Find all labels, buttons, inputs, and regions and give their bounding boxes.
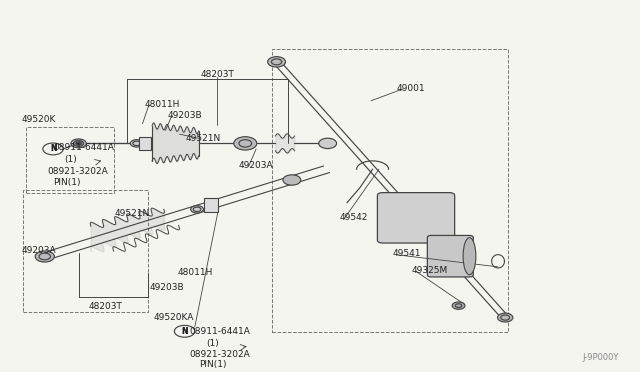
FancyBboxPatch shape <box>378 193 454 243</box>
Circle shape <box>191 206 204 213</box>
Circle shape <box>35 251 54 262</box>
Text: N: N <box>181 327 188 336</box>
Text: N: N <box>50 144 56 153</box>
Text: 08921-3202A: 08921-3202A <box>47 167 108 176</box>
Circle shape <box>497 313 513 322</box>
Ellipse shape <box>463 238 476 275</box>
Text: 49520K: 49520K <box>22 115 56 124</box>
Text: 48011H: 48011H <box>145 100 180 109</box>
Text: 49542: 49542 <box>339 213 367 222</box>
Text: N: N <box>50 144 56 153</box>
Text: 49520KA: 49520KA <box>154 313 195 322</box>
Text: 49521N: 49521N <box>115 209 150 218</box>
Circle shape <box>283 175 301 185</box>
Text: 49203A: 49203A <box>238 161 273 170</box>
Text: 48203T: 48203T <box>89 302 123 311</box>
Circle shape <box>76 142 81 145</box>
Circle shape <box>319 138 337 148</box>
Text: PIN(1): PIN(1) <box>198 360 226 369</box>
Circle shape <box>131 140 143 147</box>
Text: J-9P000Y: J-9P000Y <box>582 353 619 362</box>
Circle shape <box>268 57 285 67</box>
Text: 49203A: 49203A <box>22 246 56 255</box>
Text: 08921-3202A: 08921-3202A <box>189 350 250 359</box>
Text: 48203T: 48203T <box>200 70 234 79</box>
Text: 49521N: 49521N <box>186 134 221 143</box>
Text: 08911-6441A: 08911-6441A <box>54 142 115 151</box>
Circle shape <box>234 137 257 150</box>
Text: 08911-6441A: 08911-6441A <box>189 327 250 336</box>
Text: 49541: 49541 <box>392 249 420 258</box>
Text: 49325M: 49325M <box>412 266 447 275</box>
FancyBboxPatch shape <box>204 198 218 212</box>
Circle shape <box>71 139 86 148</box>
Text: (1): (1) <box>206 339 219 348</box>
Text: 49001: 49001 <box>397 84 425 93</box>
Text: PIN(1): PIN(1) <box>53 178 81 187</box>
Circle shape <box>74 140 84 146</box>
Circle shape <box>452 302 465 310</box>
FancyBboxPatch shape <box>140 137 151 150</box>
Text: 49203B: 49203B <box>150 283 184 292</box>
FancyBboxPatch shape <box>428 235 474 277</box>
Text: 49203B: 49203B <box>168 111 203 120</box>
Text: N: N <box>181 327 188 336</box>
Text: (1): (1) <box>65 155 77 164</box>
Text: 48011H: 48011H <box>177 268 213 277</box>
